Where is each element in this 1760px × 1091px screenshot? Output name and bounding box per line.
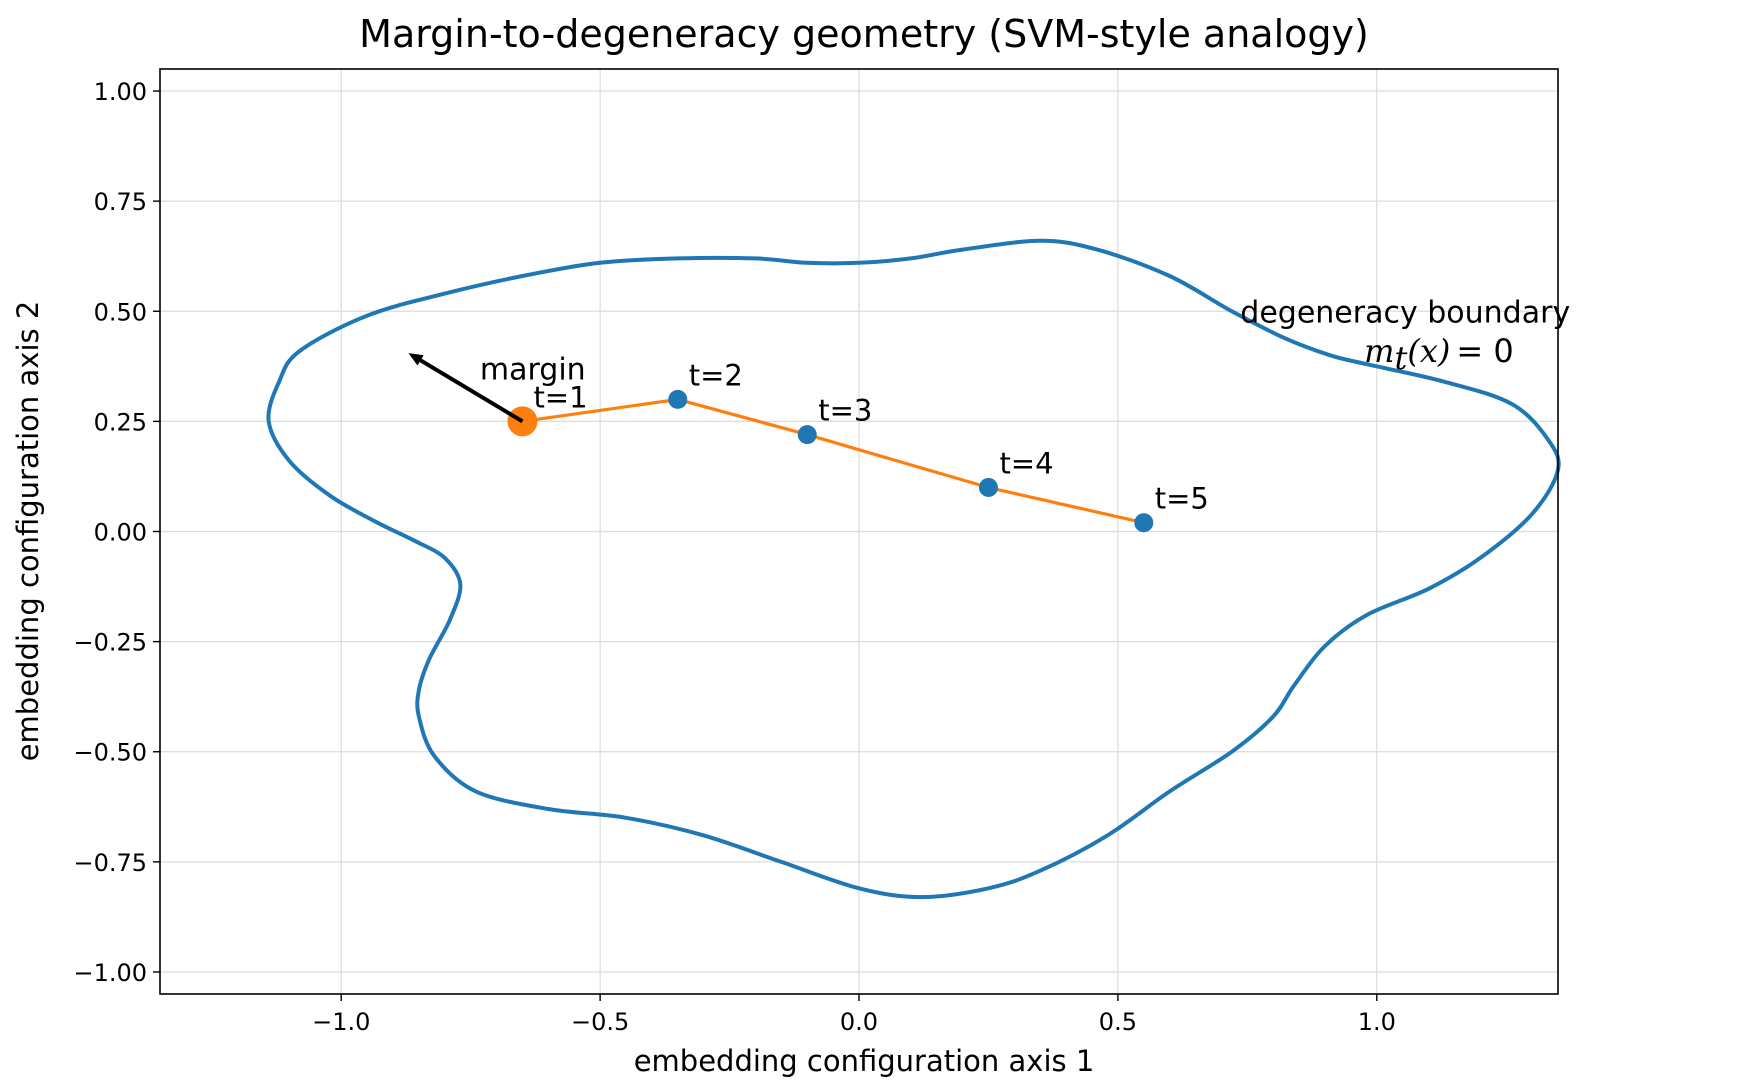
margin-arrow-group — [408, 353, 524, 424]
margin-arrow-head — [408, 353, 424, 366]
x-axis-label: embedding configuration axis 1 — [634, 1044, 1095, 1078]
margin-arrow-shaft — [419, 358, 524, 424]
y-tick-label: 0.25 — [94, 408, 147, 436]
y-tick-label: 0.00 — [94, 519, 147, 547]
x-tick-label: 0.0 — [840, 1008, 878, 1036]
boundary-equation: mt(x) = 0 — [1364, 332, 1514, 377]
y-axis-label: embedding configuration axis 2 — [11, 301, 45, 762]
y-tick-label: −1.00 — [73, 959, 147, 987]
boundary-annotation: degeneracy boundary — [1240, 295, 1570, 330]
grid — [160, 69, 1558, 994]
y-tick-label: −0.75 — [73, 849, 147, 877]
x-axis-ticks: −1.0 −0.5 0.0 0.5 1.0 — [312, 994, 1396, 1036]
trajectory-point-label: t=1 — [533, 380, 587, 414]
eq-argument: (x) — [1407, 332, 1450, 370]
y-tick-label: 0.75 — [94, 188, 147, 216]
margin-annotation: margin — [480, 353, 586, 388]
trajectory-point-label: t=2 — [689, 358, 743, 392]
eq-subscript: t — [1394, 339, 1407, 377]
x-tick-label: −0.5 — [571, 1008, 629, 1036]
eq-m: m — [1364, 332, 1394, 370]
trajectory-point-label: t=5 — [1155, 482, 1209, 516]
y-tick-label: −0.25 — [73, 629, 147, 657]
x-tick-label: 0.5 — [1099, 1008, 1137, 1036]
x-tick-label: 1.0 — [1358, 1008, 1396, 1036]
chart-title: Margin-to-degeneracy geometry (SVM-style… — [359, 12, 1369, 56]
trajectory-point-label: t=4 — [999, 446, 1053, 480]
trajectory-point — [1134, 513, 1154, 533]
y-tick-label: 1.00 — [94, 78, 147, 106]
degeneracy-boundary-curve — [266, 238, 1561, 900]
eq-rhs: = 0 — [1456, 332, 1513, 370]
y-axis-ticks: −1.00 −0.75 −0.50 −0.25 0.00 0.25 0.50 0.75 1.00 — [73, 78, 160, 987]
y-tick-label: −0.50 — [73, 739, 147, 767]
y-tick-label: 0.50 — [94, 298, 147, 326]
trajectory-point — [978, 477, 998, 497]
trajectory-point-label: t=3 — [818, 394, 872, 428]
trajectory-point — [797, 425, 817, 445]
x-tick-label: −1.0 — [312, 1008, 370, 1036]
boundary-series — [266, 238, 1561, 900]
trajectory-point — [668, 389, 688, 409]
trajectory-series: t=1 t=2 t=3 t=4 t=5 — [507, 358, 1209, 533]
